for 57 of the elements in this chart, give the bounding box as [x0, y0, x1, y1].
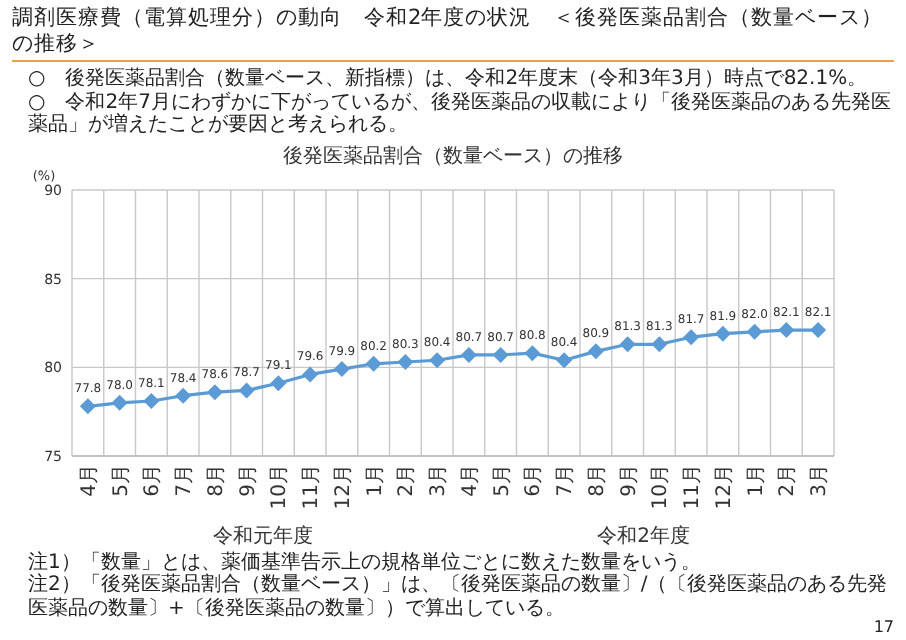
point [302, 365, 319, 382]
x-tick-label: 3月 [809, 463, 832, 497]
text: 注2）「後発医薬品割合（数量ベース）」は、〔後発医薬品の数量〕/（〔後発医薬品のある先発医薬品の数量〕+〔後発医薬品の数量〕）で算出している。 [28, 574, 890, 620]
point [714, 325, 731, 342]
x-tick-label: 11月 [682, 463, 705, 509]
x-tick-label: 9月 [618, 463, 641, 497]
text: ○ 後発医薬品割合（数量ベース、新指標）は、令和2年度末（令和3年3月）時点で82.1%。 [28, 68, 870, 91]
point [429, 351, 446, 368]
point [206, 383, 223, 400]
x-tick-label: 2月 [777, 463, 800, 497]
point [365, 355, 382, 372]
point [778, 321, 795, 338]
point [492, 346, 509, 363]
x-tick-label: 5月 [491, 463, 514, 497]
x-tick-label: 12月 [713, 463, 736, 509]
text: 17 [871, 618, 894, 636]
point [397, 353, 414, 370]
x-tick-label: 4月 [459, 463, 482, 497]
x-tick-label: 1月 [364, 463, 387, 497]
point [524, 344, 541, 361]
text: 令和元年度 [212, 523, 313, 548]
x-tick-label: 6月 [142, 463, 165, 497]
point [111, 394, 128, 411]
x-tick-label: 8月 [586, 463, 609, 497]
x-tick-label: 2月 [396, 463, 419, 497]
chart-subtitle: 後発医薬品割合（数量ベース）の推移 [283, 143, 623, 168]
x-tick-label: 10月 [269, 463, 292, 509]
point [556, 351, 573, 368]
chart-title: 調剤医療費（電算処理分）の動向 令和2年度の状況 ＜後発医薬品割合（数量ベース）の推移＞ [12, 6, 894, 63]
point [143, 392, 160, 409]
point [651, 335, 668, 352]
point [619, 335, 636, 352]
x-tick-label: 11月 [301, 463, 324, 509]
point [238, 381, 255, 398]
x-tick-label: 1月 [745, 463, 768, 497]
text: ○ 令和2年7月にわずかに下がっているが、後発医薬品の収載により「後発医薬品のある先発医薬品」が増えたことが要因と考えられる。 [28, 91, 893, 138]
point [587, 342, 604, 359]
x-tick-label: 8月 [205, 463, 228, 497]
x-tick-label: 10月 [650, 463, 673, 509]
point [270, 374, 287, 391]
x-tick-label: 7月 [174, 463, 197, 497]
point [460, 346, 477, 363]
text: 令和2年度 [597, 523, 690, 548]
x-tick-label: 6月 [523, 463, 546, 497]
x-tick-label: 3月 [428, 463, 451, 497]
x-tick-label: 12月 [332, 463, 355, 509]
point [746, 323, 763, 340]
x-tick-label: 5月 [110, 463, 133, 497]
point [79, 397, 96, 414]
point [683, 328, 700, 345]
point [333, 360, 350, 377]
point [810, 321, 827, 338]
text: 注1）「数量」とは、薬価基準告示上の規格単位ごとに数えた数量をいう。 [28, 551, 703, 573]
x-tick-label: 4月 [78, 463, 101, 497]
point [175, 387, 192, 404]
x-tick-label: 9月 [237, 463, 260, 497]
x-tick-label: 7月 [555, 463, 578, 497]
